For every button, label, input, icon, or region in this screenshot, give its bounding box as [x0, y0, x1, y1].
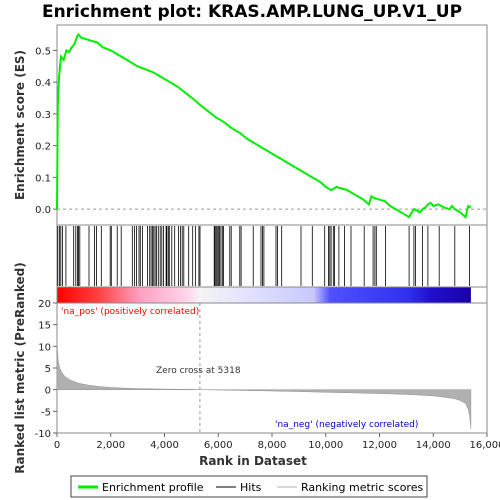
pos-label: 'na_pos' (positively correlated) — [61, 307, 199, 317]
x-tick-label: 10,000 — [308, 440, 343, 451]
x-tick-label: 4,000 — [150, 440, 179, 451]
legend-ranking-label: Ranking metric scores — [301, 481, 423, 494]
ranking-metric-area — [56, 337, 472, 429]
x-axis-ticks: 0 2,000 4,000 6,000 8,000 10,000 12,000 14,000 1… — [54, 433, 500, 451]
enrichment-profile-line — [56, 32, 472, 219]
rank-ytick-label: -10 — [35, 429, 51, 440]
rank-ytick-label: 5 — [45, 364, 51, 375]
hits-marks — [57, 226, 470, 286]
ranked-yticks: -10 -5 0 5 10 15 20 — [35, 299, 57, 440]
x-tick-label: 12,000 — [362, 440, 397, 451]
rank-ytick-label: 20 — [38, 299, 51, 310]
ranked-panel — [56, 302, 488, 434]
x-axis-label: Rank in Dataset — [199, 454, 307, 468]
zero-cross-label: Zero cross at 5318 — [156, 366, 241, 376]
legend-enrichment-label: Enrichment profile — [102, 481, 204, 494]
chart-title: Enrichment plot: KRAS.AMP.LUNG_UP.V1_UP — [42, 2, 462, 22]
ranked-ylabel: Ranked list metric (PreRanked) — [13, 262, 27, 474]
x-tick-label: 2,000 — [96, 440, 125, 451]
legend-box — [70, 475, 428, 498]
x-tick-label: 14,000 — [416, 440, 451, 451]
es-ylabel: Enrichment score (ES) — [13, 50, 27, 200]
x-tick-label: 6,000 — [204, 440, 233, 451]
es-ytick-label: 0.2 — [35, 142, 51, 153]
es-ytick-label: 0.3 — [35, 110, 51, 121]
rank-ytick-label: 10 — [38, 342, 51, 353]
rank-ytick-label: 0 — [45, 386, 51, 397]
es-ytick-label: 0.1 — [35, 173, 51, 184]
es-ytick-label: 0.0 — [35, 205, 51, 216]
x-tick-label: 0 — [54, 440, 60, 451]
rank-color-bar — [57, 287, 471, 303]
x-tick-label: 8,000 — [258, 440, 287, 451]
es-ytick-label: 0.5 — [35, 46, 51, 57]
x-tick-label: 16,000 — [470, 440, 500, 451]
legend-hits-label: Hits — [240, 481, 262, 494]
neg-label: 'na_neg' (negatively correlated) — [275, 420, 418, 430]
es-ytick-label: 0.4 — [35, 78, 51, 89]
rank-ytick-label: 15 — [38, 321, 51, 332]
es-panel — [56, 24, 488, 226]
rank-ytick-label: -5 — [41, 407, 51, 418]
